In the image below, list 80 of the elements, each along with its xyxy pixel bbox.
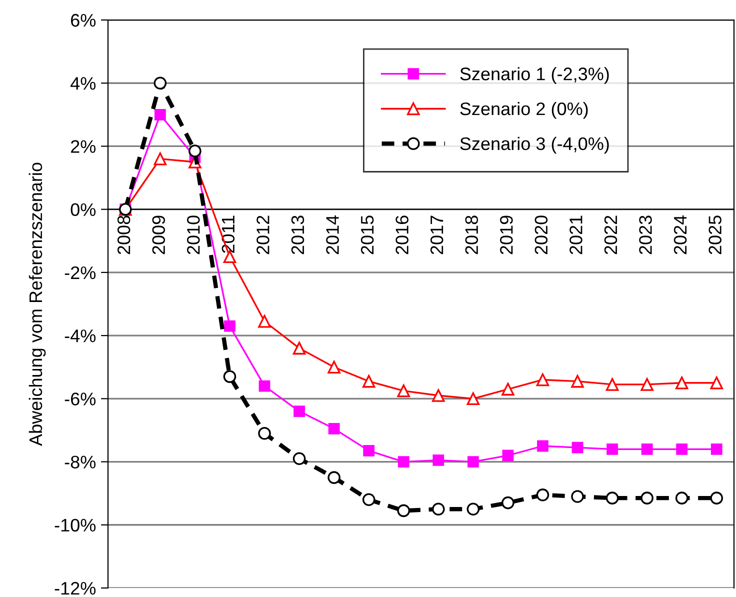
x-tick-label: 2010 [187, 216, 200, 254]
point [258, 380, 270, 392]
point [640, 492, 654, 504]
x-tick-label: 2009 [152, 216, 166, 254]
point [710, 443, 722, 455]
point [432, 454, 444, 466]
point [432, 502, 445, 516]
x-tick-label: 2012 [256, 216, 270, 254]
point [466, 502, 480, 516]
point [154, 108, 166, 120]
point [258, 314, 271, 328]
y-tick-label: -4% [64, 330, 96, 342]
point [397, 504, 410, 518]
point [571, 374, 584, 388]
x-tick-label: 2013 [291, 216, 304, 254]
point [432, 389, 445, 402]
point [502, 450, 514, 462]
point [328, 360, 340, 374]
x-tick-label: 2014 [326, 215, 339, 254]
x-tick-label: 2021 [570, 216, 582, 254]
point [536, 373, 550, 386]
point [641, 443, 653, 455]
point [292, 342, 306, 355]
point [606, 443, 618, 455]
x-tick-label: 2023 [639, 216, 652, 254]
point [292, 452, 306, 466]
point [362, 493, 376, 506]
point [398, 456, 410, 468]
point [466, 392, 480, 406]
point [536, 488, 550, 502]
point [154, 76, 167, 90]
x-tick-label: 2008 [117, 216, 130, 254]
point [467, 456, 479, 468]
y-tick-label: 6% [71, 14, 96, 27]
point [710, 492, 723, 504]
y-tick-label: 4% [70, 77, 96, 90]
point [188, 144, 202, 158]
x-tick-label: 2017 [430, 216, 444, 254]
point [223, 370, 236, 383]
point [606, 492, 619, 504]
point [328, 471, 340, 484]
x-tick-label: 2025 [708, 216, 722, 254]
y-tick-label: 0% [70, 203, 96, 216]
legend-label: Szenario 3 (-4,0%) [460, 136, 609, 154]
point [362, 374, 376, 388]
x-tick-label: 2024 [674, 215, 687, 254]
point [676, 443, 688, 455]
legend-label: Szenario 2 (0%) [460, 102, 588, 119]
point [640, 378, 654, 391]
point [294, 406, 305, 417]
point [571, 490, 584, 503]
x-tick-label: 2019 [500, 216, 513, 254]
legend-label: Szenario 1 (-2,3%) [460, 67, 609, 84]
point [224, 320, 236, 332]
y-tick-label: 2% [71, 140, 96, 153]
point [258, 426, 271, 440]
y-tick-label: -8% [64, 456, 96, 468]
point [502, 496, 514, 510]
y-tick-label: -10% [54, 518, 96, 532]
x-tick-label: 2018 [465, 216, 478, 254]
x-tick-label: 2011 [222, 216, 235, 253]
y-tick-label: -2% [64, 266, 96, 280]
x-tick-label: 2015 [360, 216, 374, 254]
y-tick-label: -12% [54, 582, 96, 595]
x-tick-label: 2020 [534, 216, 548, 254]
point [710, 376, 723, 390]
point [397, 384, 410, 398]
point [572, 442, 584, 454]
point [675, 376, 688, 390]
y-axis-title: Abweichung vom Referenzszenario [28, 162, 46, 446]
x-tick-label: 2016 [396, 216, 408, 254]
point [363, 445, 375, 456]
point [537, 440, 548, 452]
x-tick-label: 2022 [604, 216, 618, 254]
point [328, 422, 340, 434]
point [154, 152, 167, 166]
y-tick-label: -6% [64, 392, 96, 406]
point [502, 382, 514, 396]
point [675, 492, 688, 504]
point [606, 378, 619, 391]
